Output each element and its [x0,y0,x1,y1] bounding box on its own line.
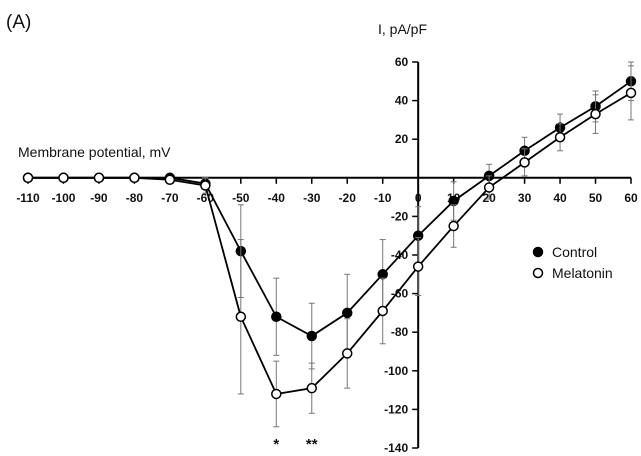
series-melatonin [22,65,637,428]
x-tick-label: -70 [161,191,179,205]
data-point-melatonin [22,172,34,184]
data-point-control [306,330,318,342]
series-control [22,61,637,370]
y-tick-label: -140 [384,441,408,455]
axes: -110-100-90-80-70-60-50-40-30-20-1001020… [16,55,638,455]
data-point-melatonin [590,108,601,120]
data-point-melatonin [448,220,459,232]
x-tick-label: 60 [624,191,638,205]
data-point-melatonin [554,132,566,143]
x-tick-label: -90 [90,191,108,205]
x-tick-label: -30 [303,191,321,205]
series-line-melatonin [28,92,632,395]
data-point-melatonin [200,180,211,191]
significance-annotations: * ** [273,436,317,453]
data-point-melatonin [519,157,530,168]
data-point-melatonin [412,261,424,272]
y-tick-label: -80 [391,325,409,339]
x-tick-label: -20 [339,191,357,205]
x-tick-label: -10 [374,191,392,205]
data-point-melatonin [377,305,388,317]
y-tick-label: -60 [391,287,409,301]
legend: Control Melatonin [532,244,613,281]
y-tick-label: -100 [384,364,408,378]
data-point-melatonin [341,348,353,359]
data-point-control [377,269,388,280]
x-tick-label: 0 [415,191,422,205]
y-tick-label: 20 [395,132,409,146]
data-point-melatonin [58,172,69,184]
data-point-melatonin [129,172,140,184]
data-point-melatonin [235,311,247,323]
y-tick-label: 60 [395,55,409,69]
x-tick-label: -80 [126,191,144,205]
data-point-melatonin [483,182,495,193]
data-point-melatonin [306,382,318,394]
y-axis-title: I, pA/pF [378,21,427,37]
x-tick-label: 40 [553,191,567,205]
x-tick-label: -100 [51,191,75,205]
data-point-control [271,311,282,323]
x-axis-title: Membrane potential, mV [18,144,171,160]
data-point-melatonin [93,172,105,184]
y-tick-label: -20 [391,209,409,223]
legend-marker-control [532,246,544,258]
significance-marker: * [273,436,279,453]
data-point-melatonin [271,388,282,400]
legend-label-control: Control [552,244,597,260]
series-layer [22,61,637,428]
x-tick-label: 30 [518,191,532,205]
x-tick-label: 50 [589,191,603,205]
panel-label: (A) [6,12,31,33]
y-tick-label: -120 [384,402,408,416]
data-point-melatonin [625,87,637,99]
data-point-control [448,195,459,207]
x-tick-label: -40 [268,191,286,205]
y-tick-label: 40 [395,94,409,108]
x-tick-label: -110 [16,191,40,205]
data-point-control [341,307,353,319]
data-point-melatonin [164,174,176,185]
significance-marker: ** [306,436,318,453]
x-tick-label: -50 [232,191,250,205]
series-line-control [28,80,632,338]
legend-label-melatonin: Melatonin [552,265,613,281]
legend-marker-melatonin [532,267,544,279]
